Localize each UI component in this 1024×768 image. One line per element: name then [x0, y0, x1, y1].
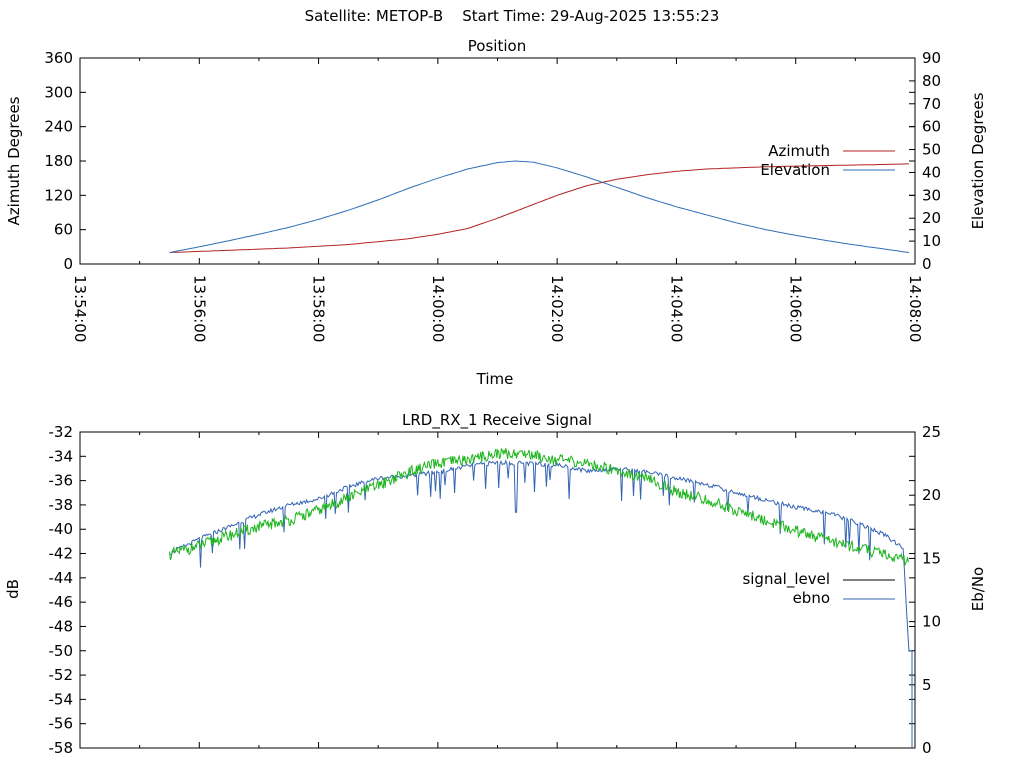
x-tick-label: 13:56:00 [190, 275, 208, 342]
y-tick-label: -40 [49, 520, 74, 538]
position-y-axis-label: Azimuth Degrees [5, 96, 23, 225]
y-tick-label: 120 [44, 186, 73, 204]
y-tick-label: 360 [44, 49, 73, 67]
page-title: Satellite: METOP-B Start Time: 29-Aug-20… [304, 7, 720, 25]
y-tick-label: -32 [49, 423, 74, 441]
y2-tick-label: 5 [922, 676, 932, 694]
y2-tick-label: 60 [922, 118, 941, 136]
y-tick-label: -44 [49, 569, 74, 587]
y2-tick-label: 10 [922, 613, 941, 631]
y-tick-label: 60 [54, 221, 73, 239]
signal-y2-axis-label: Eb/No [969, 567, 987, 611]
y2-tick-label: 15 [922, 549, 941, 567]
y-tick-label: -48 [49, 617, 74, 635]
azimuth-series-line [169, 163, 909, 254]
x-tick-label: 13:54:00 [71, 275, 89, 342]
y2-tick-label: 80 [922, 72, 941, 90]
legend-label-elevation: Elevation [760, 161, 830, 179]
y-tick-label: -34 [49, 447, 74, 465]
y-tick-label: -38 [49, 496, 74, 514]
x-tick-label: 14:08:00 [906, 275, 924, 342]
legend-label-signal-level: signal_level [742, 570, 830, 589]
y-tick-label: -36 [49, 472, 74, 490]
y-tick-label: 180 [44, 152, 73, 170]
position-y2-axis-label: Elevation Degrees [969, 92, 987, 229]
y2-tick-label: 70 [922, 95, 941, 113]
signal-chart: LRD_RX_1 Receive Signal dB Eb/No -58 -56 -… [4, 411, 987, 757]
y2-tick-label: 90 [922, 49, 941, 67]
elevation-series-line [169, 160, 910, 254]
legend-label-azimuth: Azimuth [768, 142, 830, 160]
position-chart: Position Time Azimuth Degrees Elevation … [5, 37, 987, 388]
y-tick-label: 240 [44, 118, 73, 136]
signal-chart-title: LRD_RX_1 Receive Signal [402, 411, 592, 430]
position-x-axis-label: Time [476, 370, 514, 388]
x-tick-label: 14:04:00 [667, 275, 685, 342]
x-tick-label: 14:06:00 [787, 275, 805, 342]
legend-label-ebno: ebno [793, 589, 830, 607]
y-tick-label: -50 [49, 642, 74, 660]
y-tick-label: -42 [49, 545, 74, 563]
y2-tick-label: 50 [922, 141, 941, 159]
y-tick-label: -52 [49, 666, 74, 684]
signal-y-axis-label: dB [4, 579, 22, 599]
y-tick-label: -54 [49, 690, 74, 708]
y2-tick-label: 20 [922, 486, 941, 504]
plot-frame [79, 431, 916, 749]
y2-tick-label: 30 [922, 186, 941, 204]
y2-tick-label: 10 [922, 232, 941, 250]
y2-tick-label: 25 [922, 423, 941, 441]
x-tick-label: 13:58:00 [310, 275, 328, 342]
position-chart-title: Position [468, 37, 526, 55]
x-tick-label: 14:02:00 [548, 275, 566, 342]
x-tick-label: 14:00:00 [429, 275, 447, 342]
y-tick-label: -56 [49, 715, 74, 733]
y2-tick-label: 0 [922, 255, 932, 273]
y2-tick-label: 40 [922, 163, 941, 181]
y-tick-label: -46 [49, 593, 74, 611]
y2-tick-label: 20 [922, 209, 941, 227]
y-tick-label: -58 [49, 739, 74, 757]
y2-tick-label: 0 [922, 739, 932, 757]
y-tick-label: 0 [63, 255, 73, 273]
signal-level-series-line [169, 459, 913, 748]
ebno-series-line [169, 448, 909, 566]
y-tick-label: 300 [44, 83, 73, 101]
